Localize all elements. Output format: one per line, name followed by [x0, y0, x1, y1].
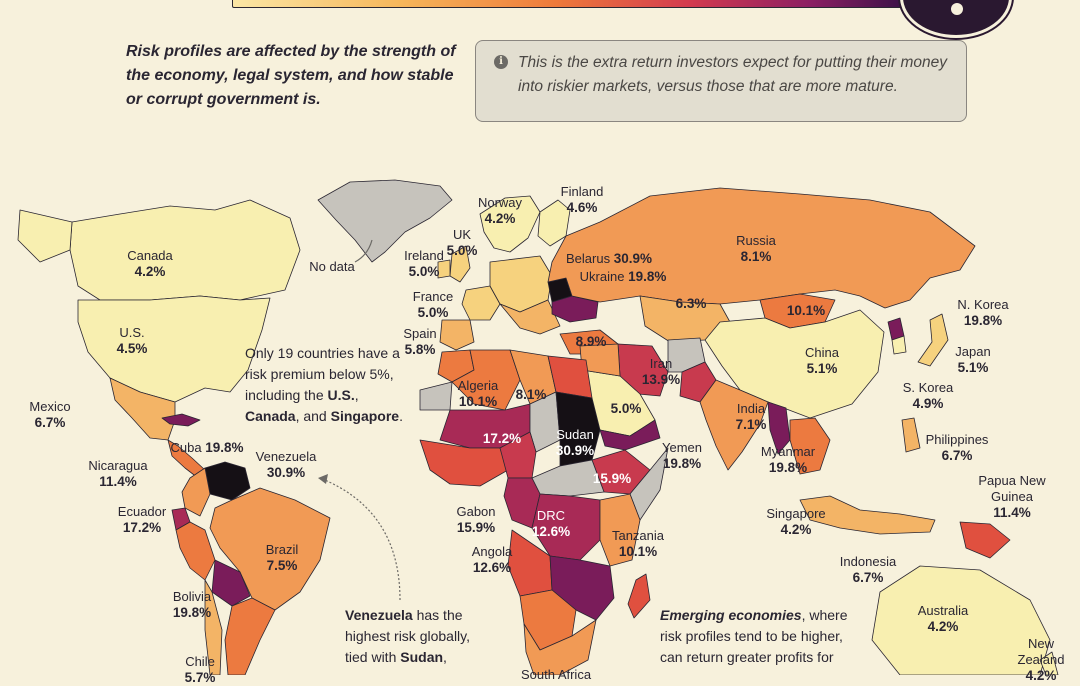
label-angola: Angola 12.6% [471, 544, 513, 575]
label-chile: Chile 5.7% [184, 654, 216, 685]
label-australia: Australia 4.2% [917, 603, 969, 634]
country-western-sahara [419, 381, 453, 411]
badge-dot-icon [951, 3, 963, 15]
country-indonesia [799, 495, 936, 535]
label-libya: 8.1% [515, 387, 547, 402]
label-philippines: Philippines 6.7% [925, 432, 989, 463]
country-colombia [181, 467, 211, 517]
label-norway: Norway 4.2% [477, 195, 523, 226]
label-france: France 5.0% [412, 289, 454, 320]
country-japan [917, 313, 949, 367]
country-peru [175, 521, 216, 581]
intro-text: Risk profiles are affected by the streng… [126, 43, 456, 108]
label-uk: UK 5.0% [446, 227, 478, 258]
nodata-pointer [354, 239, 373, 263]
info-text: This is the extra return investors expec… [518, 54, 948, 95]
country-south-africa [523, 619, 597, 675]
label-us: U.S. 4.5% [116, 325, 148, 356]
country-madagascar [627, 573, 651, 619]
label-png: Papua New Guinea 11.4% [978, 473, 1046, 520]
label-ethiopia: 15.9% [592, 471, 632, 486]
label-nicaragua: Nicaragua 11.4% [88, 458, 148, 489]
label-yemen: Yemen 19.8% [662, 440, 702, 471]
country-norway-sweden [479, 195, 541, 253]
country-alaska [17, 209, 73, 263]
label-mali: 17.2% [482, 431, 522, 446]
label-iran: Iran 13.9% [641, 356, 681, 387]
country-russia [547, 187, 976, 309]
country-usa [77, 295, 271, 403]
label-indonesia: Indonesia 6.7% [839, 554, 897, 585]
label-saudi: 5.0% [610, 401, 642, 416]
label-brazil: Brazil 7.5% [265, 542, 299, 573]
label-south-africa: South Africa [520, 667, 592, 682]
country-canada [69, 199, 301, 301]
country-yemen [599, 419, 661, 451]
note-below-5pct: Only 19 countries have a risk premium be… [245, 345, 403, 424]
label-turkey: 8.9% [575, 334, 607, 349]
label-ireland: Ireland 5.0% [404, 248, 444, 279]
label-gabon: Gabon 15.9% [456, 504, 496, 535]
label-mexico: Mexico 6.7% [29, 399, 71, 430]
label-new-zealand: New Zealand 4.2% [1017, 636, 1065, 683]
label-algeria: Algeria 10.1% [457, 378, 499, 409]
country-somalia [629, 447, 669, 521]
country-argentina [224, 597, 276, 675]
country-kenya-tanzania [599, 493, 641, 567]
label-south-korea: S. Korea 4.9% [902, 380, 954, 411]
label-china: China 5.1% [805, 345, 839, 376]
country-venezuela [204, 461, 251, 501]
country-myanmar [767, 401, 791, 455]
note-venezuela: Venezuela has the highest risk globally,… [345, 607, 471, 665]
label-venezuela: Venezuela 30.9% [255, 449, 317, 480]
country-spain [439, 319, 475, 351]
country-png [959, 521, 1011, 559]
label-belarus: Belarus 30.9% [566, 251, 652, 266]
venezuela-pointer-head [318, 474, 328, 484]
label-sudan: Sudan 30.9% [555, 427, 595, 458]
note-emerging-economies: Emerging economies, where risk profiles … [660, 607, 848, 665]
label-bolivia: Bolivia 19.8% [172, 589, 212, 620]
label-drc: DRC 12.6% [531, 508, 571, 539]
label-north-korea: N. Korea 19.8% [957, 297, 1009, 328]
label-cuba: Cuba 19.8% [170, 440, 244, 455]
label-ukraine: Ukraine 19.8% [579, 269, 667, 284]
country-italy-balkans [499, 299, 561, 335]
label-india: India 7.1% [735, 401, 767, 432]
country-chad [529, 391, 561, 453]
label-canada: Canada 4.2% [127, 248, 173, 279]
label-no-data: No data [309, 259, 355, 274]
country-drc [531, 493, 601, 561]
info-icon: i [494, 55, 508, 69]
country-cuba [161, 413, 201, 427]
country-india [699, 379, 769, 471]
label-spain: Spain 5.8% [403, 326, 437, 357]
country-bolivia [211, 559, 251, 607]
country-new-zealand [1039, 651, 1059, 675]
info-callout: i This is the extra return investors exp… [475, 40, 967, 122]
country-south-korea [891, 335, 907, 355]
label-tanzania: Tanzania 10.1% [611, 528, 665, 559]
country-se-asia [789, 417, 831, 475]
country-chile [204, 579, 223, 675]
label-ecuador: Ecuador 17.2% [117, 504, 167, 535]
country-australia [871, 565, 1051, 675]
venezuela-pointer [319, 477, 401, 601]
label-kazakhstan: 6.3% [675, 296, 707, 311]
country-west-africa [419, 439, 509, 487]
country-nigeria [499, 431, 537, 479]
label-finland: Finland 4.6% [560, 184, 604, 215]
label-myanmar: Myanmar 19.8% [760, 444, 816, 475]
label-japan: Japan 5.1% [955, 344, 991, 375]
country-ireland [437, 259, 451, 279]
label-mongolia: 10.1% [786, 303, 826, 318]
country-philippines [901, 417, 921, 453]
country-greenland [317, 179, 453, 263]
country-china [704, 309, 885, 419]
label-singapore: Singapore 4.2% [766, 506, 826, 537]
label-russia: Russia 8.1% [736, 233, 776, 264]
